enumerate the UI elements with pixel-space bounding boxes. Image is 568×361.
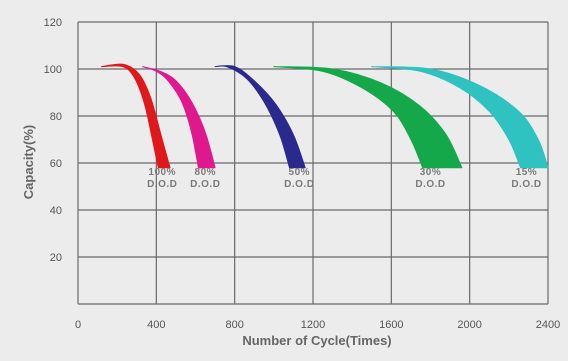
dod-label-0-1: D.O.D (147, 179, 177, 190)
series-area-4 (371, 66, 549, 169)
x-tick-label-2000: 2000 (457, 319, 481, 331)
grid (77, 21, 549, 305)
dod-label-2-0: 50% (289, 167, 311, 178)
y-tick-label-100: 100 (44, 64, 62, 76)
dod-label-3-0: 30% (420, 167, 442, 178)
series-area-1 (142, 66, 216, 169)
dod-label-1-0: 80% (195, 167, 217, 178)
dod-label-4-0: 15% (516, 167, 538, 178)
y-axis-title: Capacity(%) (21, 125, 36, 199)
dod-label-2-1: D.O.D (284, 179, 314, 190)
dod-label-1-1: D.O.D (190, 179, 220, 190)
y-tick-label-40: 40 (50, 205, 62, 217)
dod-label-4-1: D.O.D (511, 179, 541, 190)
y-tick-label-60: 60 (50, 158, 62, 170)
series-areas (101, 63, 549, 169)
dod-labels: 100%D.O.D80%D.O.D50%D.O.D30%D.O.D15%D.O.… (147, 167, 541, 190)
y-tick-label-20: 20 (50, 252, 62, 264)
tick-labels: 0 400 800 1200 1600 2000 2400 20 40 60 80 100 120 (44, 17, 561, 331)
x-tick-label-1600: 1600 (379, 319, 403, 331)
x-tick-label-400: 400 (147, 319, 165, 331)
x-axis-title: Number of Cycle(Times) (242, 333, 391, 348)
x-tick-label-2400: 2400 (536, 319, 560, 331)
y-tick-label-80: 80 (50, 111, 62, 123)
dod-label-0-0: 100% (148, 167, 176, 178)
series-area-2 (214, 65, 306, 169)
x-tick-label-1200: 1200 (301, 319, 325, 331)
x-tick-label-0: 0 (75, 319, 81, 331)
dod-label-3-1: D.O.D (415, 179, 445, 190)
series-area-0 (101, 63, 171, 169)
series-area-3 (273, 66, 463, 169)
y-tick-label-120: 120 (44, 17, 62, 29)
x-tick-label-800: 800 (225, 319, 243, 331)
